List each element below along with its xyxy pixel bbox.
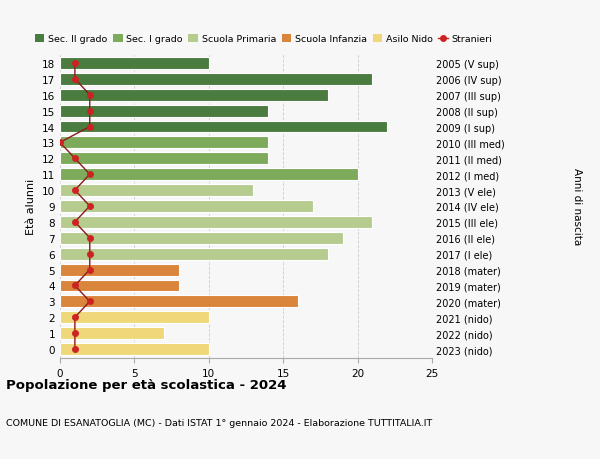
Bar: [60, 169, 358, 181]
Bar: [60, 264, 179, 276]
Bar: [60, 153, 268, 165]
Bar: [60, 312, 209, 324]
Bar: [60, 58, 209, 70]
Bar: [60, 137, 268, 149]
Bar: [60, 74, 373, 86]
Bar: [60, 201, 313, 213]
Y-axis label: Anni di nascita: Anni di nascita: [572, 168, 582, 245]
Bar: [60, 185, 253, 196]
Text: COMUNE DI ESANATOGLIA (MC) - Dati ISTAT 1° gennaio 2024 - Elaborazione TUTTITALI: COMUNE DI ESANATOGLIA (MC) - Dati ISTAT …: [6, 418, 432, 427]
Bar: [60, 327, 164, 339]
Bar: [60, 232, 343, 244]
Bar: [60, 296, 298, 308]
Bar: [60, 106, 268, 118]
Legend: Sec. II grado, Sec. I grado, Scuola Primaria, Scuola Infanzia, Asilo Nido, Stran: Sec. II grado, Sec. I grado, Scuola Prim…: [35, 35, 493, 45]
Bar: [60, 248, 328, 260]
Bar: [60, 90, 328, 101]
Y-axis label: Età alunni: Età alunni: [26, 179, 37, 235]
Bar: [60, 217, 373, 229]
Bar: [60, 280, 179, 292]
Bar: [60, 121, 388, 133]
Text: Popolazione per età scolastica - 2024: Popolazione per età scolastica - 2024: [6, 379, 287, 392]
Bar: [60, 343, 209, 355]
